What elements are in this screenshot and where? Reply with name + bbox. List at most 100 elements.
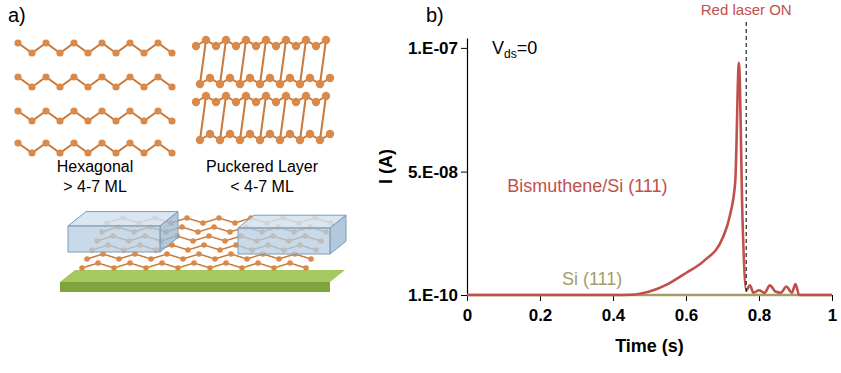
atom [276, 256, 282, 262]
atom [70, 107, 77, 114]
atom [326, 74, 334, 82]
atom [168, 49, 175, 56]
tick-mark [832, 295, 833, 301]
atom [326, 130, 334, 138]
bond [18, 43, 172, 53]
atom [252, 42, 260, 50]
y-axis: 1.E-105.E-081.E-07 [408, 39, 468, 305]
atom [168, 83, 175, 90]
bond [240, 40, 246, 84]
x-tick: 0.4 [602, 295, 626, 325]
atom [272, 42, 280, 50]
atom [222, 36, 230, 44]
atom [266, 130, 274, 138]
x-tick: 1 [828, 295, 837, 325]
atom [226, 74, 234, 82]
tick-label: 0.2 [529, 306, 553, 325]
atom [212, 42, 220, 50]
atom [211, 224, 217, 230]
atom [112, 149, 119, 156]
atom [14, 139, 21, 146]
atom [222, 238, 228, 244]
contact-side [160, 212, 178, 252]
figure: a)Hexagonal> 4-7 MLPuckered Layer< 4-7 M… [0, 0, 841, 373]
x-axis: 00.20.40.60.81 [463, 295, 837, 325]
atom [148, 256, 154, 262]
atom [180, 256, 186, 262]
atom [256, 80, 264, 88]
x-tick: 0.2 [529, 295, 553, 325]
panel-a: a)Hexagonal> 4-7 MLPuckered Layer< 4-7 M… [8, 4, 346, 292]
atom [70, 73, 77, 80]
atom [143, 265, 149, 271]
atom [192, 42, 200, 50]
atom [196, 80, 204, 88]
bond [320, 40, 326, 84]
tick-label: 0.8 [748, 306, 772, 325]
atom [98, 107, 105, 114]
atom [56, 49, 63, 56]
hexagonal-structure [14, 39, 175, 156]
atom [140, 149, 147, 156]
atom [246, 74, 254, 82]
atom [56, 83, 63, 90]
tick-label: 0.4 [602, 306, 626, 325]
atom [206, 130, 214, 138]
bond [18, 111, 172, 121]
axis-line [467, 39, 468, 296]
atom [168, 117, 175, 124]
atom [42, 39, 49, 46]
atom [322, 36, 330, 44]
tick-label: 5.E-08 [408, 163, 458, 182]
substrate-front [60, 282, 330, 292]
atom [282, 92, 290, 100]
atom [112, 83, 119, 90]
atom [192, 98, 200, 106]
structure-thickness: > 4-7 ML [63, 178, 127, 195]
atom [126, 39, 133, 46]
plot-area [467, 63, 832, 295]
atom [216, 80, 224, 88]
x-tick: 0 [463, 295, 472, 325]
atom [195, 229, 201, 235]
atom [292, 98, 300, 106]
atom [202, 92, 210, 100]
atom [154, 73, 161, 80]
atom [140, 49, 147, 56]
atom [126, 107, 133, 114]
atom [244, 256, 250, 262]
atom [154, 39, 161, 46]
annotation-part: =0 [517, 38, 538, 58]
atom [154, 107, 161, 114]
atom [312, 42, 320, 50]
y-tick: 1.E-10 [408, 286, 467, 305]
atom [286, 74, 294, 82]
atom [232, 220, 238, 226]
atom [282, 36, 290, 44]
atom [276, 80, 284, 88]
atom [84, 117, 91, 124]
atom [236, 80, 244, 88]
atom [252, 98, 260, 106]
atom [242, 36, 250, 44]
bond [200, 96, 206, 140]
atom [303, 265, 309, 271]
contact-side [330, 215, 346, 254]
atom [84, 49, 91, 56]
atom [246, 130, 254, 138]
bond [280, 96, 286, 140]
atom [286, 130, 294, 138]
y-axis-title: I (A) [376, 149, 396, 184]
atom [212, 256, 218, 262]
atom [126, 139, 133, 146]
atom [271, 265, 277, 271]
series-line [467, 63, 832, 295]
atom [216, 215, 222, 221]
x-tick: 0.8 [748, 295, 772, 325]
atom [28, 149, 35, 156]
atom [308, 256, 314, 262]
atom [98, 139, 105, 146]
atom [255, 260, 261, 266]
bond [18, 143, 172, 153]
atom [262, 36, 270, 44]
